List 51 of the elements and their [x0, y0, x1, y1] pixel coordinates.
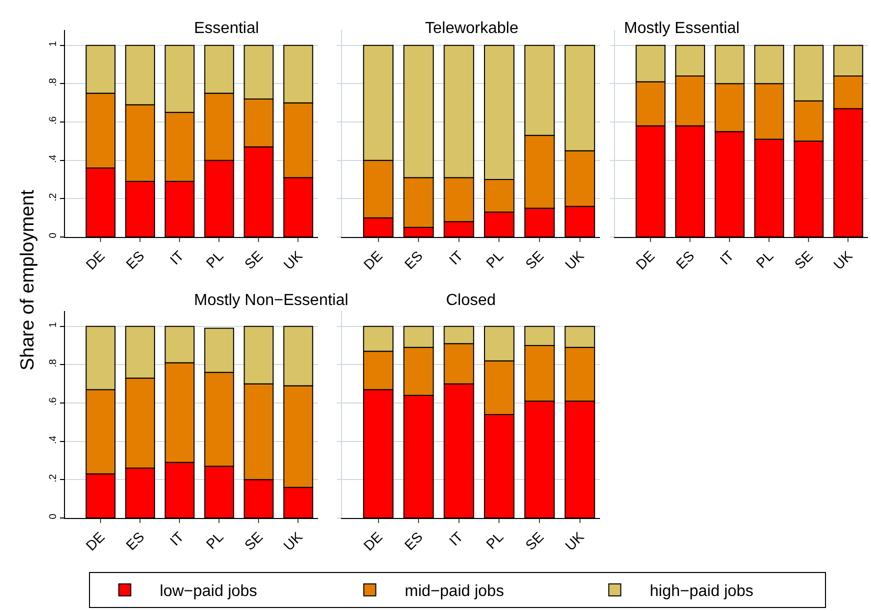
chart-title: Essential [194, 20, 259, 37]
x-tick-label: IT [166, 247, 188, 268]
chart-title: Mostly Essential [624, 20, 740, 37]
x-tick-label: IT [446, 528, 466, 549]
y-tick-label: .2 [48, 192, 59, 202]
y-tick-label: .6 [48, 396, 59, 406]
x-tick-label: UK [280, 528, 306, 554]
x-tick-label: ES [672, 248, 698, 272]
x-tick-label: UK [562, 247, 588, 273]
y-axis-title: Share of employment [18, 189, 38, 370]
y-tick-label: .8 [48, 358, 59, 368]
y-tick-label: .4 [48, 154, 59, 163]
x-tick-label: IT [446, 247, 466, 268]
x-tick-label: DE [632, 248, 658, 273]
x-tick-label: ES [401, 528, 426, 554]
y-tick-label: 0 [48, 232, 59, 238]
x-tick-label: ES [122, 528, 148, 554]
x-tick-label: PL [482, 528, 506, 552]
x-tick-label: DE [360, 528, 386, 554]
y-tick-label: .8 [48, 78, 59, 86]
y-tick-label: .4 [48, 435, 59, 444]
x-tick-label: UK [830, 247, 856, 273]
chart-title: Closed [446, 292, 496, 309]
x-tick-label: SE [522, 528, 547, 554]
x-tick-label: IT [716, 247, 738, 268]
legend-label: low−paid jobs [160, 583, 258, 600]
x-tick-label: PL [752, 247, 776, 271]
chart-title: Mostly Non−Essential [194, 292, 348, 309]
x-tick-label: DE [360, 248, 386, 273]
x-tick-label: PL [202, 528, 226, 552]
x-tick-label: UK [562, 528, 588, 554]
y-tick-label: 0 [48, 513, 59, 520]
y-tick-label: .6 [48, 116, 59, 125]
y-tick-label: .2 [48, 474, 59, 482]
x-tick-label: SE [241, 248, 266, 272]
legend-label: mid−paid jobs [404, 583, 504, 600]
x-tick-label: ES [122, 248, 148, 272]
legend-label: high−paid jobs [650, 583, 754, 600]
x-tick-label: PL [202, 247, 226, 271]
x-tick-label: SE [241, 528, 266, 554]
x-tick-label: DE [82, 248, 108, 273]
x-tick-label: SE [791, 248, 816, 272]
x-tick-label: DE [82, 528, 108, 554]
chart-title: Teleworkable [425, 20, 518, 37]
x-tick-label: PL [482, 247, 506, 271]
y-tick-label: 1 [48, 322, 59, 328]
y-tick-label: 1 [48, 40, 59, 47]
x-tick-label: ES [401, 248, 426, 272]
x-tick-label: UK [280, 247, 306, 273]
x-tick-label: IT [166, 528, 188, 549]
x-tick-label: SE [522, 248, 547, 272]
